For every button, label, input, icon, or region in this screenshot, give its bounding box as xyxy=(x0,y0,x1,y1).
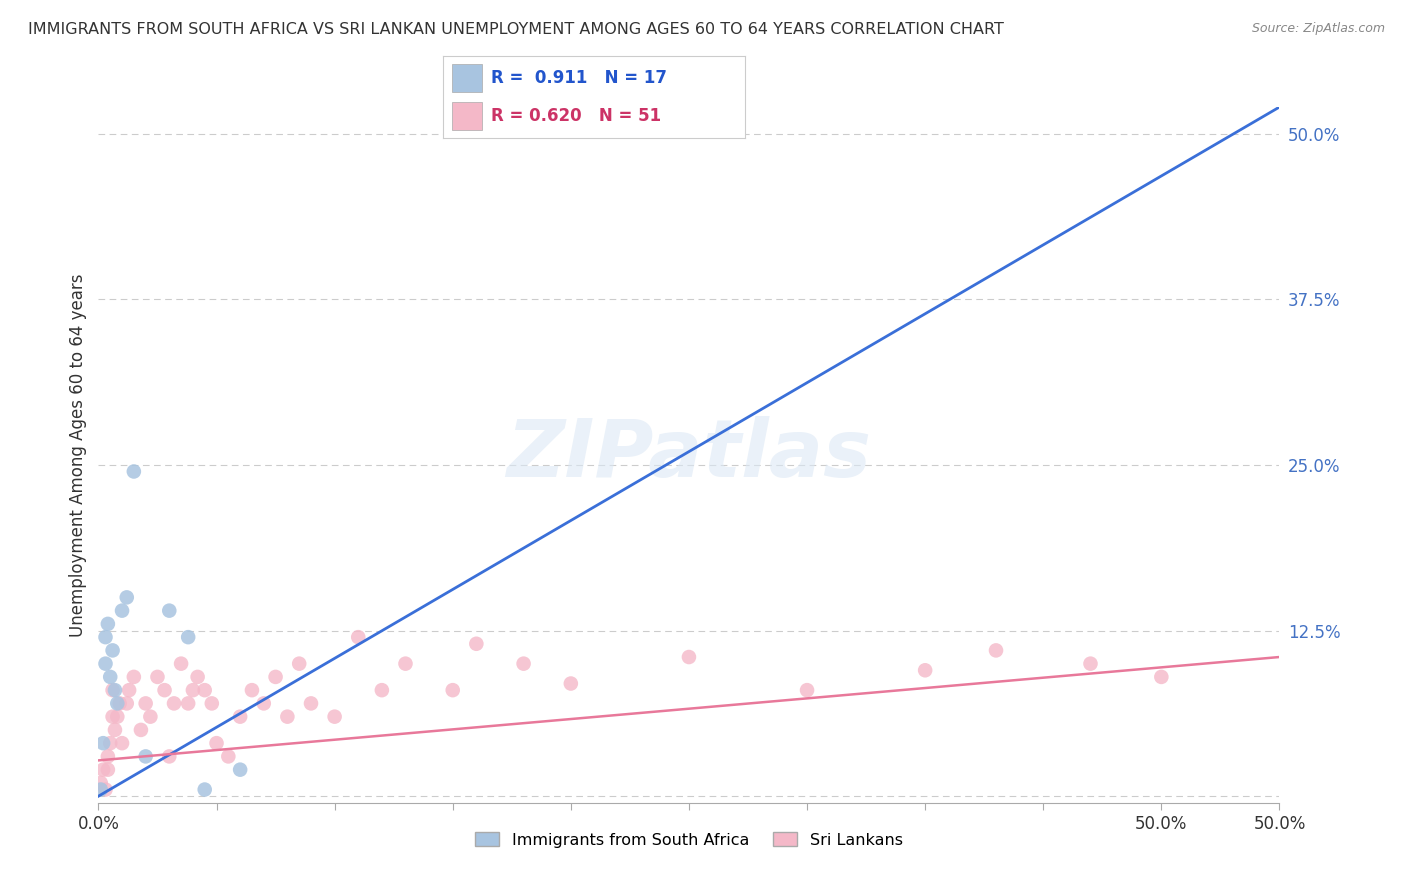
Point xyxy=(122,670,145,684)
Point xyxy=(157,604,180,618)
Point xyxy=(177,630,200,644)
Point xyxy=(97,763,120,777)
Point xyxy=(347,630,370,644)
Point xyxy=(264,670,287,684)
Point xyxy=(1080,657,1102,671)
Bar xyxy=(451,103,482,130)
Point xyxy=(288,657,311,671)
Point xyxy=(105,697,128,711)
Point xyxy=(115,591,138,605)
Point xyxy=(91,736,114,750)
Point xyxy=(104,723,127,737)
Point xyxy=(146,670,169,684)
Point xyxy=(796,683,818,698)
Point xyxy=(465,637,488,651)
Text: ZIPatlas: ZIPatlas xyxy=(506,416,872,494)
Point xyxy=(163,697,186,711)
Point xyxy=(101,709,124,723)
Point xyxy=(105,709,128,723)
Point xyxy=(108,697,131,711)
Point xyxy=(115,697,138,711)
Text: IMMIGRANTS FROM SOUTH AFRICA VS SRI LANKAN UNEMPLOYMENT AMONG AGES 60 TO 64 YEAR: IMMIGRANTS FROM SOUTH AFRICA VS SRI LANK… xyxy=(28,22,1004,37)
Point xyxy=(98,736,121,750)
Point xyxy=(94,657,117,671)
Point xyxy=(90,782,112,797)
Point xyxy=(299,697,322,711)
Point xyxy=(97,749,120,764)
Point xyxy=(94,630,117,644)
Point xyxy=(229,763,252,777)
Point xyxy=(194,782,217,797)
Point xyxy=(157,749,180,764)
Point xyxy=(98,670,121,684)
Y-axis label: Unemployment Among Ages 60 to 64 years: Unemployment Among Ages 60 to 64 years xyxy=(69,273,87,637)
Text: R =  0.911   N = 17: R = 0.911 N = 17 xyxy=(491,70,668,87)
Point xyxy=(181,683,204,698)
Bar xyxy=(451,64,482,92)
Point xyxy=(276,709,298,723)
Legend: Immigrants from South Africa, Sri Lankans: Immigrants from South Africa, Sri Lankan… xyxy=(468,826,910,854)
Point xyxy=(187,670,209,684)
Point xyxy=(984,643,1007,657)
Point xyxy=(678,650,700,665)
Point xyxy=(371,683,394,698)
Point xyxy=(194,683,217,698)
Point xyxy=(122,465,145,479)
Point xyxy=(97,616,120,631)
Point xyxy=(90,776,112,790)
Point xyxy=(111,736,134,750)
Point xyxy=(253,697,276,711)
Point xyxy=(512,657,534,671)
Point xyxy=(94,782,117,797)
Point xyxy=(118,683,141,698)
Point xyxy=(129,723,152,737)
Point xyxy=(560,676,582,690)
Point xyxy=(1150,670,1173,684)
Point xyxy=(153,683,176,698)
Point xyxy=(91,763,114,777)
Text: R = 0.620   N = 51: R = 0.620 N = 51 xyxy=(491,107,661,125)
Point xyxy=(914,663,936,677)
Point xyxy=(170,657,193,671)
Point xyxy=(135,697,157,711)
Point xyxy=(101,683,124,698)
Point xyxy=(394,657,416,671)
Point xyxy=(135,749,157,764)
Point xyxy=(229,709,252,723)
Point xyxy=(217,749,239,764)
Point xyxy=(139,709,162,723)
Point xyxy=(323,709,346,723)
Point xyxy=(177,697,200,711)
Point xyxy=(240,683,263,698)
Point xyxy=(201,697,224,711)
Point xyxy=(205,736,228,750)
Point xyxy=(441,683,464,698)
Point xyxy=(101,643,124,657)
Point xyxy=(111,604,134,618)
Point xyxy=(104,683,127,698)
Text: Source: ZipAtlas.com: Source: ZipAtlas.com xyxy=(1251,22,1385,36)
